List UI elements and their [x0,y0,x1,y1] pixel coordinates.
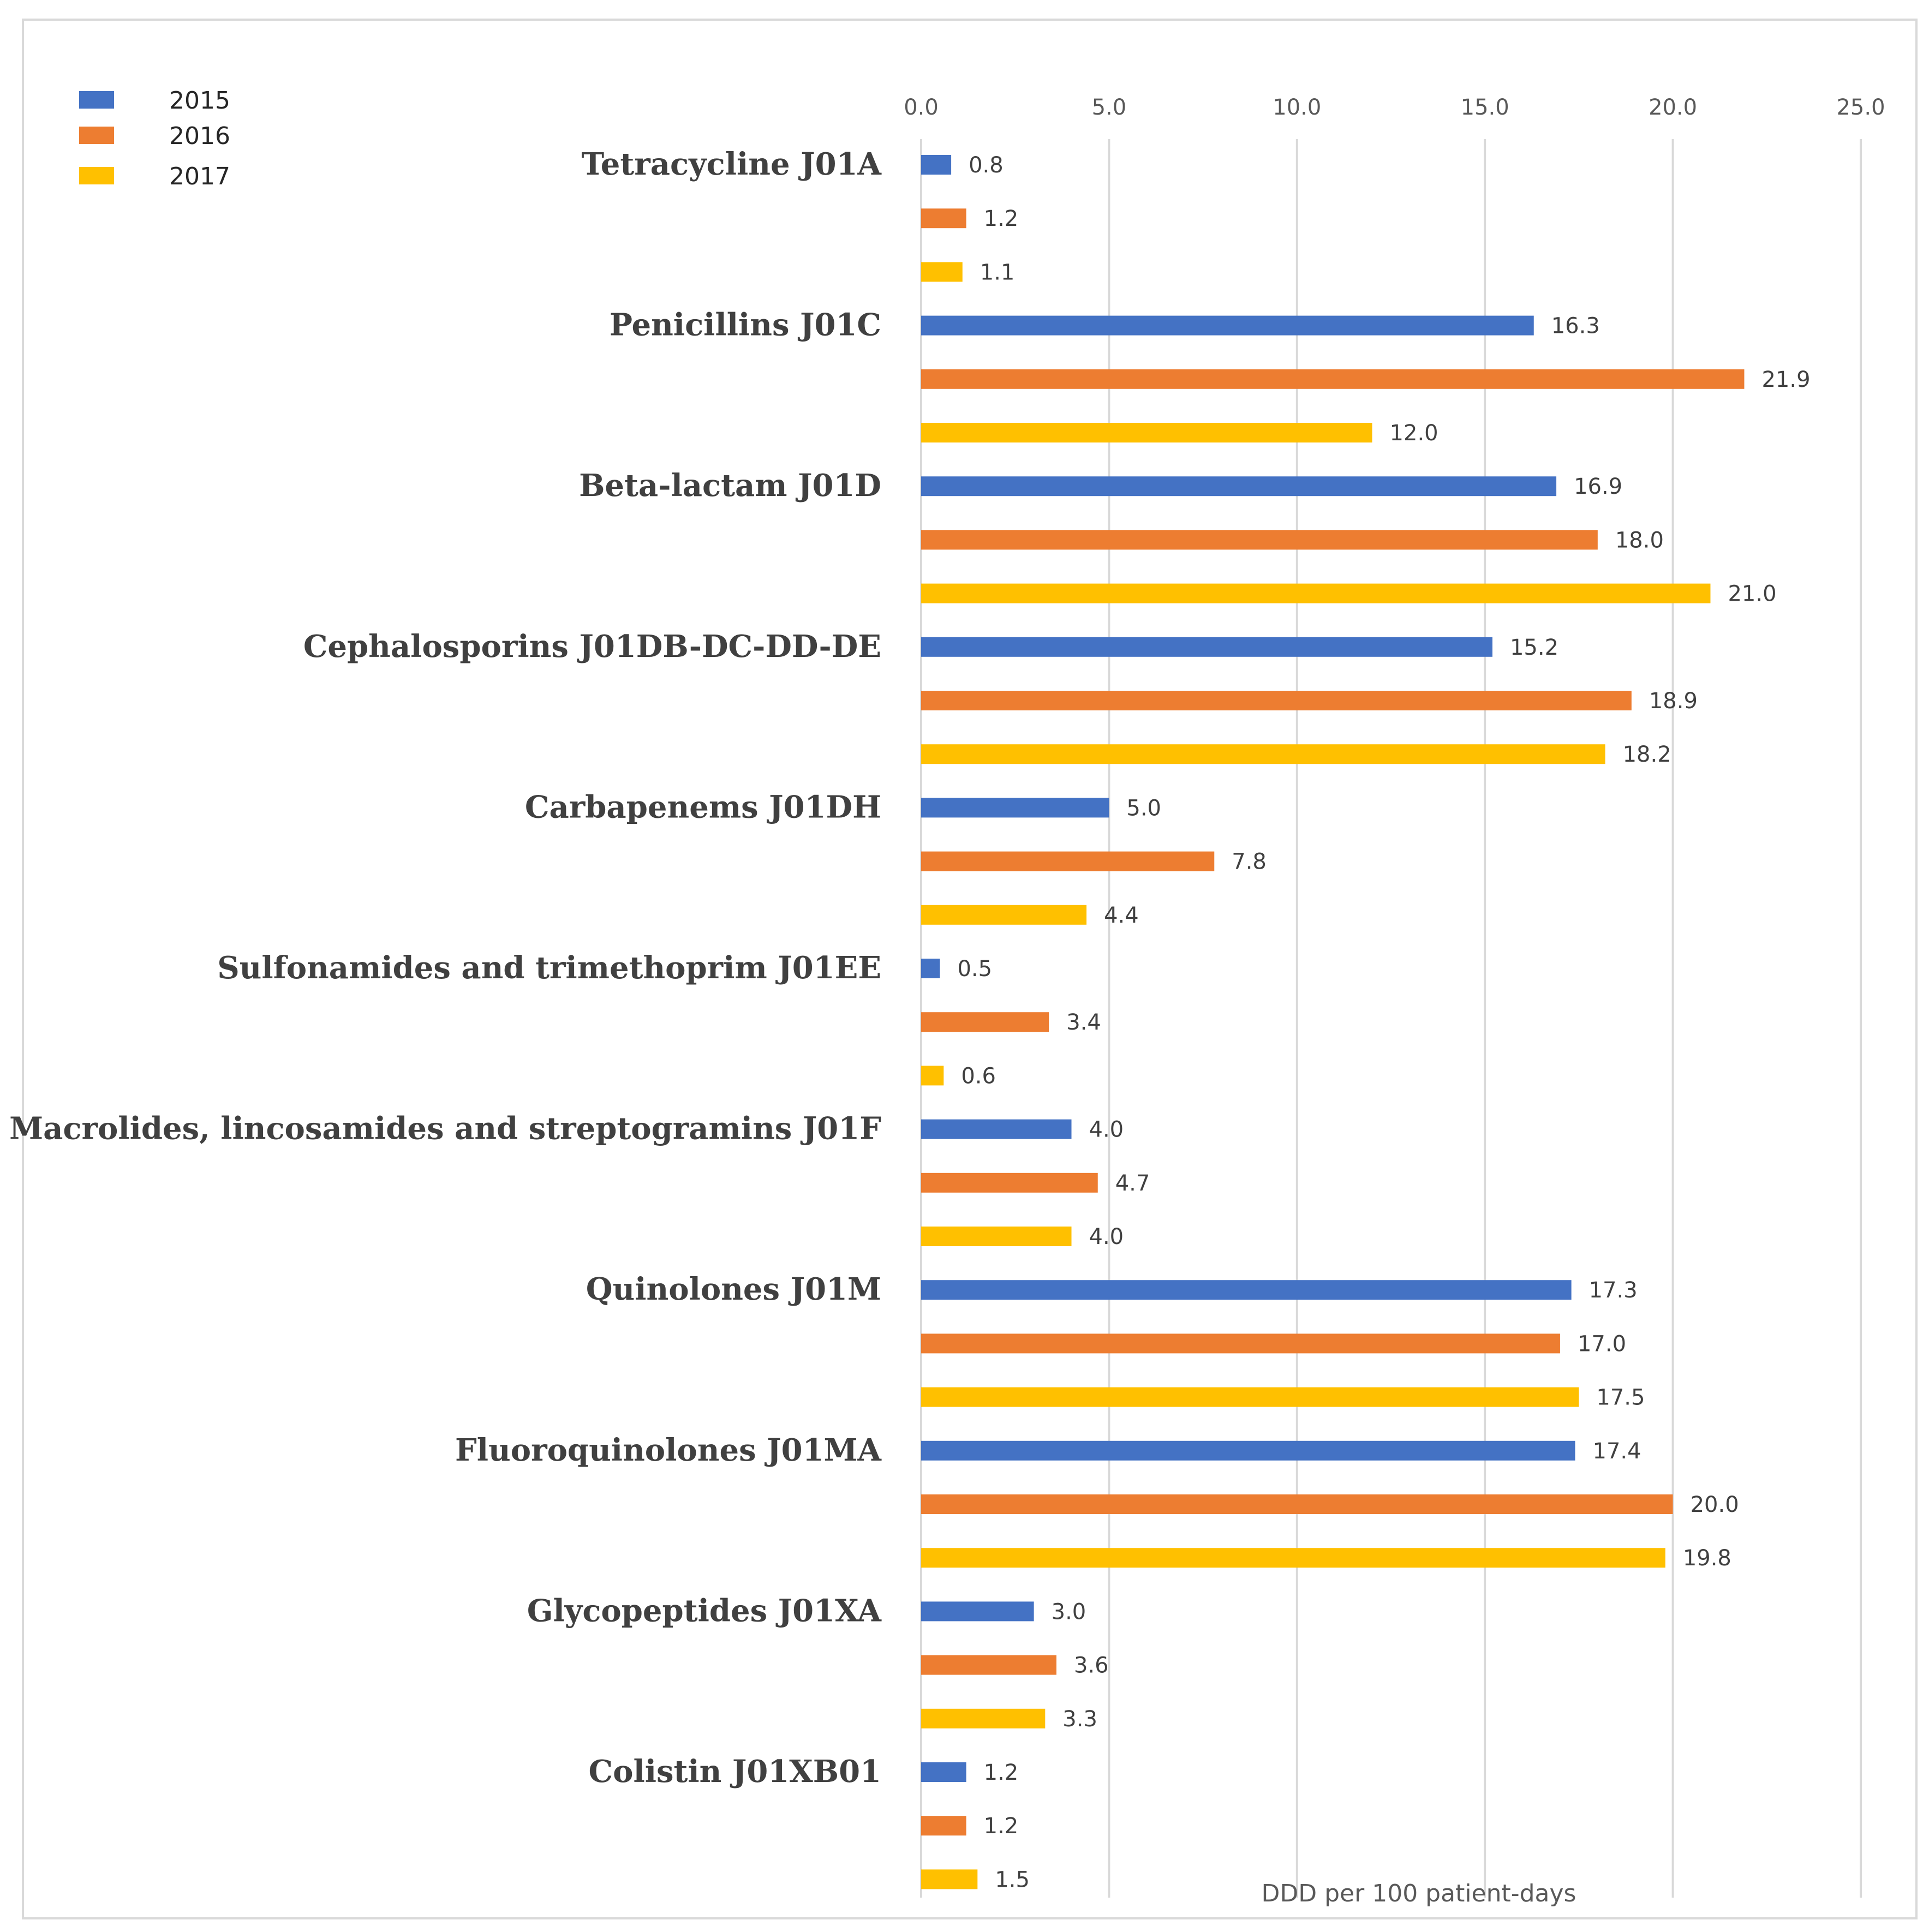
data-label: 17.0 [1578,1331,1626,1356]
x-axis-ticks: 0.0 5.0 10.0 15.0 20.0 25.0 [904,95,1885,120]
bar [921,905,1087,925]
bar [921,1119,1072,1139]
x-tick-label: 10.0 [1273,95,1321,120]
category-label: Penicillins J01C [610,307,881,343]
bar [921,476,1557,497]
legend-swatch [79,167,114,184]
x-tick-label: 15.0 [1461,95,1509,120]
data-label: 1.2 [984,1814,1019,1839]
data-label: 12.0 [1390,421,1438,446]
x-tick-label: 5.0 [1092,95,1127,120]
category-label: Macrolides, lincosamides and streptogram… [9,1111,881,1147]
category-label: Colistin J01XB01 [589,1754,881,1790]
bar [921,691,1632,710]
bar [921,1333,1560,1354]
bar [921,315,1534,336]
bar [921,208,966,229]
data-label: 3.4 [1066,1010,1101,1035]
bar [921,1227,1072,1246]
data-label: 17.3 [1589,1278,1638,1303]
data-label: 7.8 [1232,850,1267,875]
data-label: 0.8 [969,153,1004,178]
bar [921,744,1605,764]
category-label: Fluoroquinolones J01MA [455,1432,882,1468]
bar [921,1173,1098,1193]
data-label: 1.5 [995,1867,1030,1892]
bar [921,798,1109,818]
data-labels: 0.8 1.2 1.1 16.3 21.9 12.0 16.9 18.0 21.0 15.2 18.… [957,153,1810,1892]
data-label: 3.3 [1062,1707,1097,1732]
x-tick-label: 20.0 [1649,95,1697,120]
bar [921,1548,1665,1568]
bar [921,1494,1673,1514]
bar [921,1280,1572,1300]
data-label: 4.0 [1089,1224,1124,1249]
category-label: Carbapenems J01DH [525,789,881,825]
data-label: 19.8 [1683,1546,1731,1571]
category-labels: Tetracycline J01A Penicillins J01C Beta-la… [9,146,882,1790]
data-label: 0.6 [961,1063,996,1088]
legend: 2015 2016 2017 [79,87,230,190]
bar [921,1816,966,1836]
bar [921,1440,1575,1461]
data-label: 15.2 [1510,635,1558,660]
category-label: Cephalosporins J01DB-DC-DD-DE [303,629,881,665]
x-tick-label: 0.0 [904,95,939,120]
bar [921,1601,1034,1622]
bar [921,959,940,978]
data-label: 20.0 [1691,1492,1739,1517]
data-label: 4.4 [1104,903,1139,928]
x-axis-title: DDD per 100 patient-days [1262,1880,1576,1907]
category-label: Sulfonamides and trimethoprim J01EE [217,950,881,986]
bar [921,851,1215,871]
bar [921,1762,966,1782]
x-tick-label: 25.0 [1836,95,1885,120]
data-label: 1.1 [980,260,1015,285]
data-label: 18.0 [1615,528,1664,553]
data-label: 17.5 [1596,1385,1645,1410]
data-label: 3.6 [1074,1653,1109,1678]
bar [921,530,1598,550]
category-label: Glycopeptides J01XA [527,1593,882,1629]
bar [921,637,1492,657]
legend-label: 2015 [169,87,230,115]
bar [921,369,1745,389]
bar [921,1655,1056,1675]
bar [921,1066,944,1086]
bar [921,583,1711,603]
legend-swatch [79,91,114,109]
bar [921,423,1372,442]
data-label: 21.0 [1728,582,1776,607]
category-label: Tetracycline J01A [581,146,882,182]
data-label: 1.2 [984,206,1019,231]
bar [921,155,952,175]
data-label: 16.9 [1574,474,1622,499]
data-label: 4.0 [1089,1117,1124,1143]
data-label: 21.9 [1761,367,1810,392]
bar [921,262,963,282]
bar [921,1012,1049,1032]
data-label: 5.0 [1126,795,1161,821]
bar [921,1708,1046,1728]
data-label: 4.7 [1115,1171,1150,1196]
bars [921,155,1745,1889]
data-label: 18.9 [1649,689,1698,714]
data-label: 17.4 [1593,1439,1641,1464]
data-label: 3.0 [1052,1599,1086,1624]
bar [921,1869,978,1889]
category-label: Beta-lactam J01D [579,468,881,504]
data-label: 16.3 [1551,314,1600,339]
legend-swatch [79,127,114,144]
legend-label: 2017 [169,163,230,190]
legend-label: 2016 [169,122,230,150]
data-label: 1.2 [984,1760,1019,1785]
bar [921,1387,1579,1407]
data-label: 18.2 [1623,742,1671,767]
category-label: Quinolones J01M [586,1271,881,1307]
data-label: 0.5 [957,956,992,982]
